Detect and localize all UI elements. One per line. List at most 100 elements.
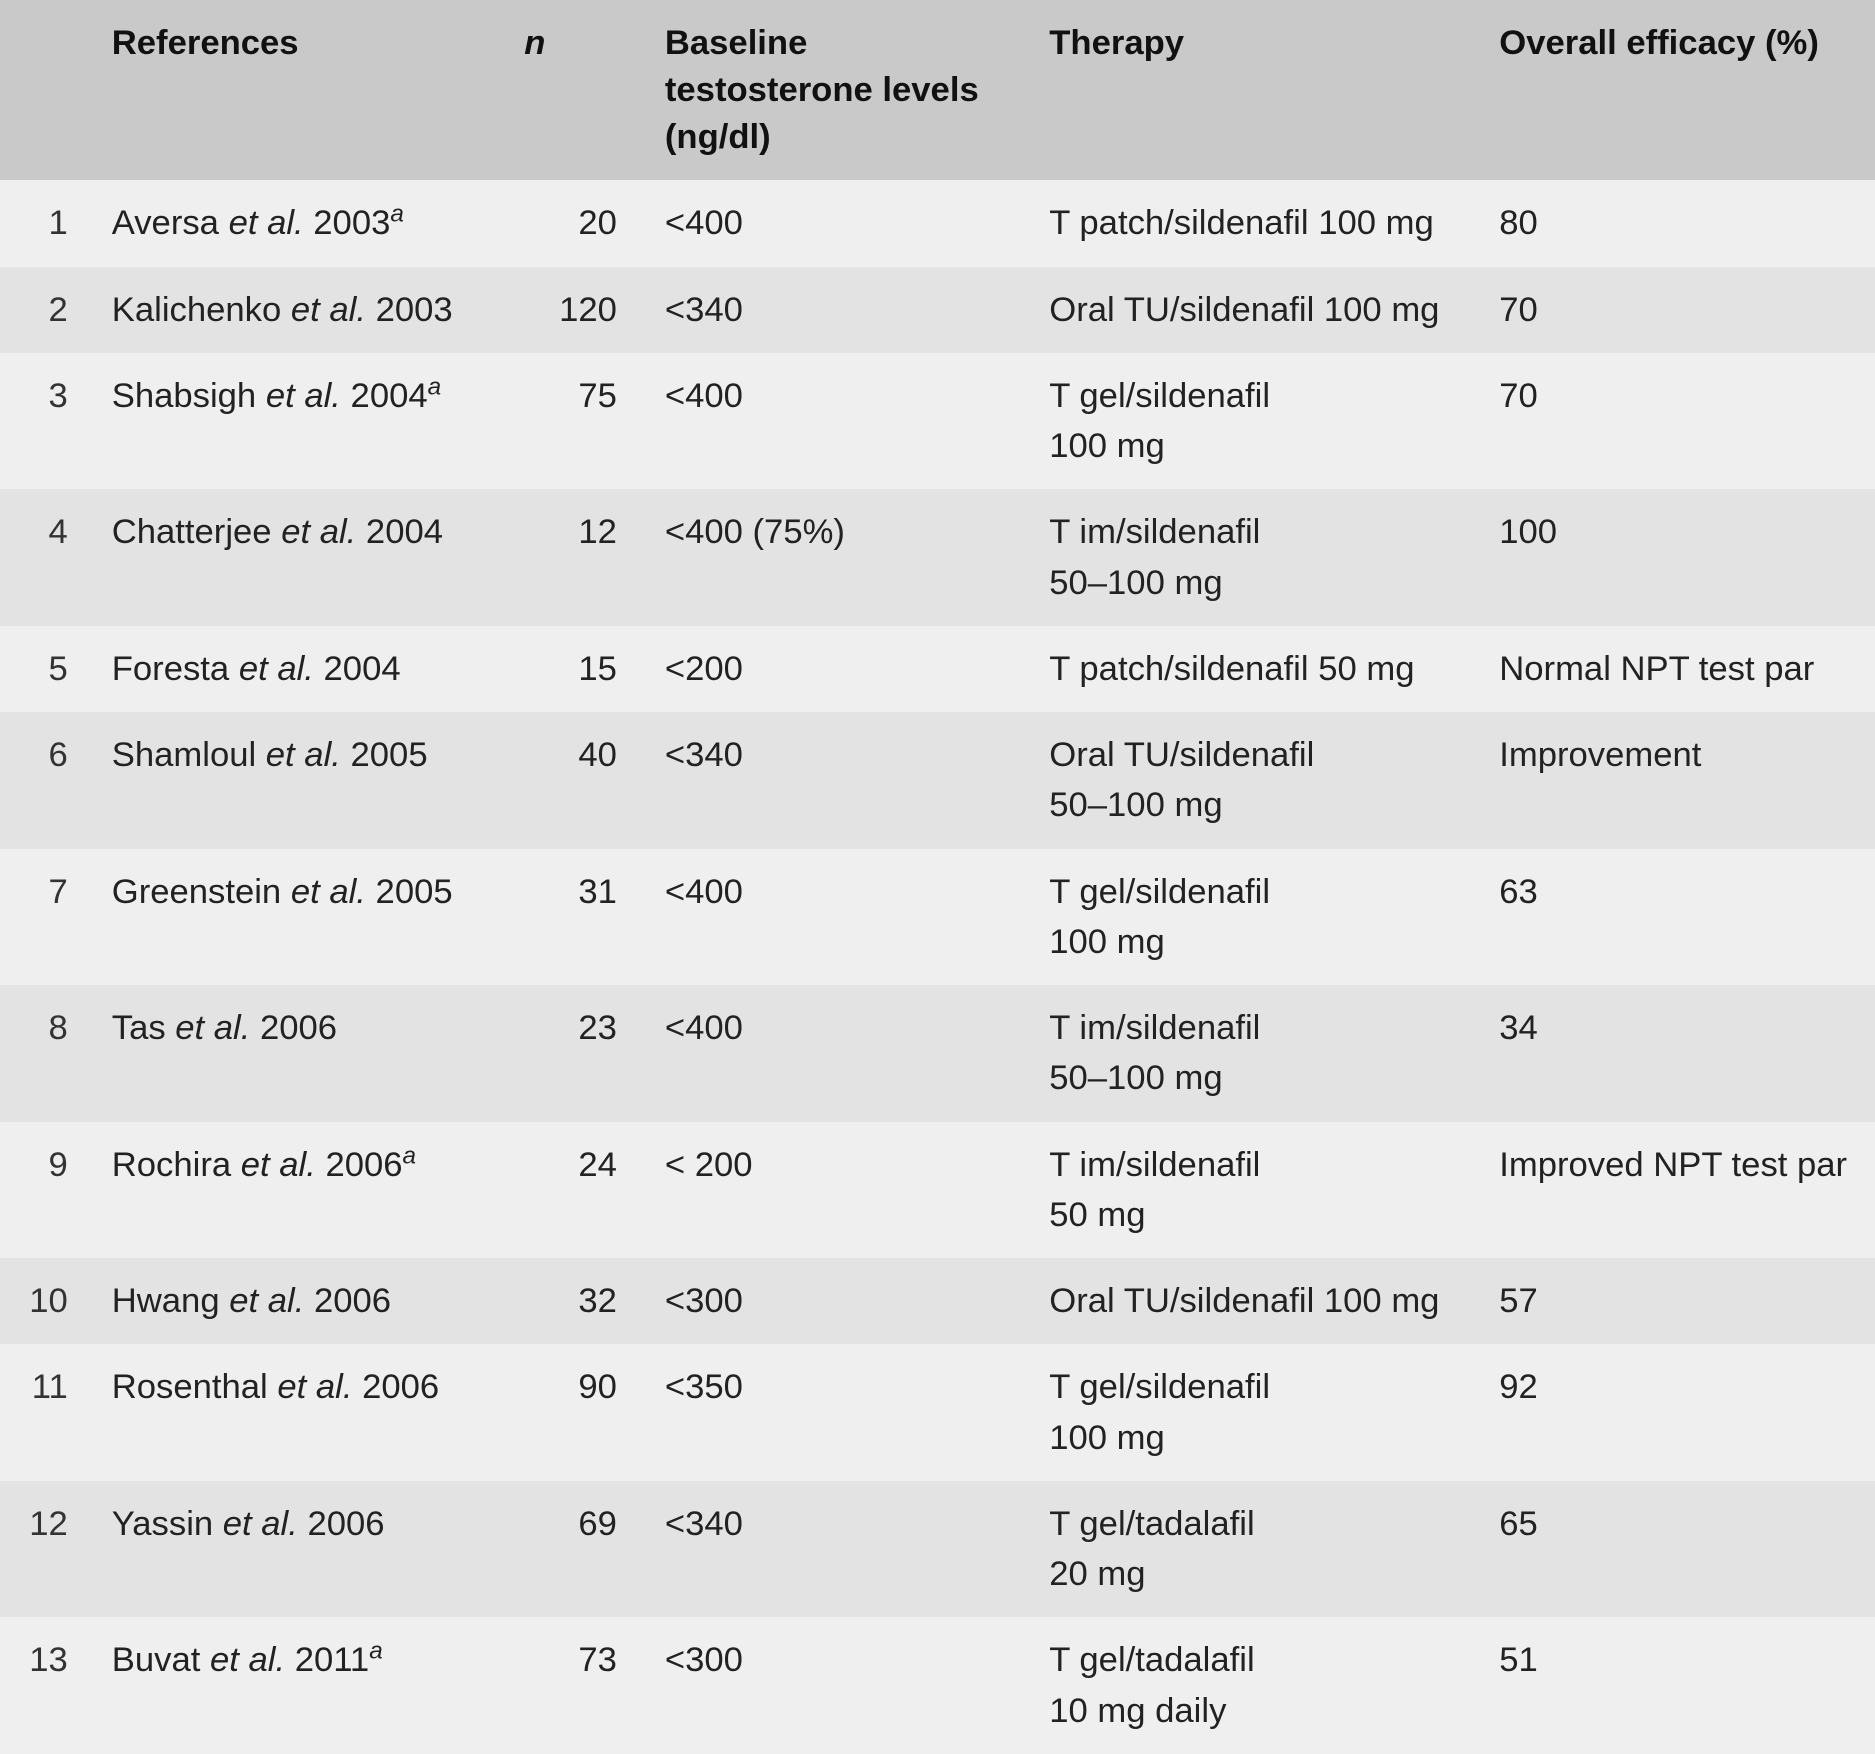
row-index: 9 (0, 1122, 94, 1259)
table-row: 8Tas et al. 200623<400T im/sildenafil 50… (0, 985, 1875, 1122)
table-row: 11Rosenthal et al. 200690<350T gel/silde… (0, 1344, 1875, 1481)
ref-year: 2005 (366, 873, 453, 911)
n-cell: 90 (506, 1344, 647, 1481)
efficacy-cell: 100 (1481, 489, 1875, 626)
ref-etal: et al. (266, 736, 341, 774)
table-row: 4Chatterjee et al. 200412<400 (75%)T im/… (0, 489, 1875, 626)
reference-cell: Chatterjee et al. 2004 (94, 489, 507, 626)
ref-etal: et al. (229, 1282, 304, 1320)
ref-author: Greenstein (112, 873, 291, 911)
ref-author: Aversa (112, 204, 229, 242)
baseline-cell: <340 (647, 1481, 1031, 1618)
ref-year: 2004 (341, 377, 428, 415)
row-index: 10 (0, 1258, 94, 1344)
reference-cell: Kalichenko et al. 2003 (94, 267, 507, 353)
row-index: 5 (0, 626, 94, 712)
therapy-cell: T im/sildenafil 50–100 mg (1031, 985, 1481, 1122)
therapy-cell: T gel/sildenafil 100 mg (1031, 353, 1481, 490)
efficacy-cell: 57 (1481, 1258, 1875, 1344)
table-row: 10Hwang et al. 200632<300Oral TU/sildena… (0, 1258, 1875, 1344)
n-cell: 20 (506, 180, 647, 266)
reference-cell: Rochira et al. 2006a (94, 1122, 507, 1259)
ref-author: Chatterjee (112, 513, 281, 551)
row-index: 6 (0, 712, 94, 849)
studies-table-container: References n Baseline testosterone level… (0, 0, 1875, 1754)
ref-year: 2006 (298, 1505, 385, 1543)
row-index: 3 (0, 353, 94, 490)
reference-cell: Yassin et al. 2006 (94, 1481, 507, 1618)
ref-author: Yassin (112, 1505, 223, 1543)
therapy-cell: T gel/sildenafil 100 mg (1031, 1344, 1481, 1481)
n-cell: 24 (506, 1122, 647, 1259)
therapy-cell: Oral TU/sildenafil 50–100 mg (1031, 712, 1481, 849)
ref-superscript: a (390, 201, 404, 228)
efficacy-cell: 34 (1481, 985, 1875, 1122)
ref-etal: et al. (229, 204, 304, 242)
reference-cell: Tas et al. 2006 (94, 985, 507, 1122)
therapy-cell: T im/sildenafil 50 mg (1031, 1122, 1481, 1259)
row-index: 11 (0, 1344, 94, 1481)
baseline-cell: <340 (647, 267, 1031, 353)
table-header-row: References n Baseline testosterone level… (0, 0, 1875, 180)
therapy-cell: T gel/tadalafil 20 mg (1031, 1481, 1481, 1618)
n-cell: 32 (506, 1258, 647, 1344)
col-therapy: Therapy (1031, 0, 1481, 180)
n-cell: 75 (506, 353, 647, 490)
n-cell: 12 (506, 489, 647, 626)
baseline-cell: <340 (647, 712, 1031, 849)
ref-year: 2004 (314, 650, 401, 688)
ref-superscript: a (403, 1142, 417, 1169)
efficacy-cell: 51 (1481, 1617, 1875, 1754)
baseline-cell: <400 (647, 180, 1031, 266)
row-index: 4 (0, 489, 94, 626)
n-cell: 120 (506, 267, 647, 353)
reference-cell: Shamloul et al. 2005 (94, 712, 507, 849)
ref-superscript: a (369, 1638, 383, 1665)
efficacy-cell: 63 (1481, 849, 1875, 986)
ref-author: Shabsigh (112, 377, 266, 415)
n-cell: 73 (506, 1617, 647, 1754)
ref-year: 2003 (304, 204, 391, 242)
ref-etal: et al. (266, 377, 341, 415)
table-row: 7Greenstein et al. 200531<400T gel/silde… (0, 849, 1875, 986)
col-baseline: Baseline testosterone levels (ng/dl) (647, 0, 1031, 180)
therapy-cell: Oral TU/sildenafil 100 mg (1031, 1258, 1481, 1344)
baseline-cell: <200 (647, 626, 1031, 712)
baseline-cell: <400 (75%) (647, 489, 1031, 626)
ref-etal: et al. (239, 650, 314, 688)
efficacy-cell: 70 (1481, 267, 1875, 353)
ref-etal: et al. (281, 513, 356, 551)
efficacy-cell: Normal NPT test par (1481, 626, 1875, 712)
ref-year: 2006 (316, 1146, 403, 1184)
ref-etal: et al. (291, 873, 366, 911)
therapy-cell: T gel/sildenafil 100 mg (1031, 849, 1481, 986)
row-index: 12 (0, 1481, 94, 1618)
n-cell: 15 (506, 626, 647, 712)
therapy-cell: Oral TU/sildenafil 100 mg (1031, 267, 1481, 353)
ref-author: Kalichenko (112, 291, 291, 329)
ref-etal: et al. (291, 291, 366, 329)
table-row: 5Foresta et al. 200415<200T patch/silden… (0, 626, 1875, 712)
ref-etal: et al. (223, 1505, 298, 1543)
baseline-cell: <400 (647, 985, 1031, 1122)
reference-cell: Foresta et al. 2004 (94, 626, 507, 712)
reference-cell: Rosenthal et al. 2006 (94, 1344, 507, 1481)
table-body: 1Aversa et al. 2003a20<400T patch/silden… (0, 180, 1875, 1754)
baseline-cell: <400 (647, 849, 1031, 986)
table-row: 1Aversa et al. 2003a20<400T patch/silden… (0, 180, 1875, 266)
ref-author: Shamloul (112, 736, 266, 774)
ref-year: 2006 (304, 1282, 391, 1320)
therapy-cell: T patch/sildenafil 100 mg (1031, 180, 1481, 266)
reference-cell: Greenstein et al. 2005 (94, 849, 507, 986)
ref-author: Buvat (112, 1641, 210, 1679)
efficacy-cell: 92 (1481, 1344, 1875, 1481)
ref-year: 2003 (366, 291, 453, 329)
efficacy-cell: Improvement (1481, 712, 1875, 849)
therapy-cell: T im/sildenafil 50–100 mg (1031, 489, 1481, 626)
n-cell: 69 (506, 1481, 647, 1618)
ref-author: Hwang (112, 1282, 229, 1320)
row-index: 7 (0, 849, 94, 986)
baseline-cell: <400 (647, 353, 1031, 490)
n-cell: 23 (506, 985, 647, 1122)
ref-author: Foresta (112, 650, 239, 688)
